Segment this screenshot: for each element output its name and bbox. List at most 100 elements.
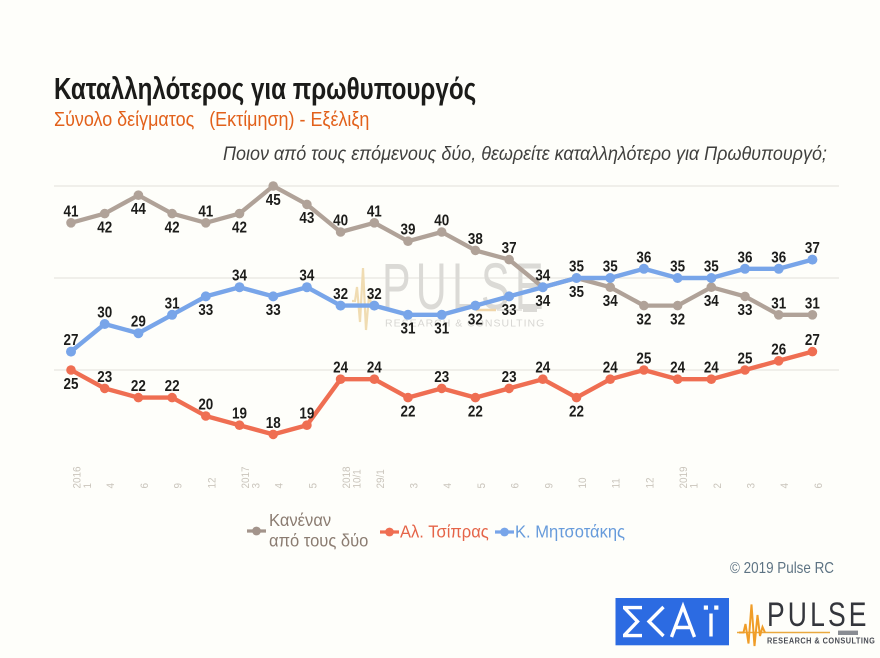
svg-text:Κ. Μητσοτάκης: Κ. Μητσοτάκης: [515, 521, 625, 542]
svg-text:24: 24: [603, 360, 619, 377]
svg-text:2: 2: [712, 483, 724, 489]
svg-text:22: 22: [468, 403, 483, 420]
svg-text:22: 22: [569, 403, 584, 420]
svg-text:32: 32: [670, 311, 685, 328]
svg-text:40: 40: [333, 213, 348, 230]
svg-text:4: 4: [274, 483, 286, 489]
svg-text:36: 36: [636, 249, 651, 266]
svg-text:12: 12: [207, 477, 219, 488]
svg-text:34: 34: [299, 268, 315, 285]
svg-text:32: 32: [468, 311, 483, 328]
svg-text:34: 34: [232, 268, 248, 285]
svg-text:32: 32: [367, 286, 382, 303]
svg-text:9: 9: [544, 483, 556, 489]
svg-text:34: 34: [603, 293, 619, 310]
svg-text:24: 24: [333, 360, 349, 377]
svg-text:από τους δύο: από τους δύο: [269, 530, 368, 551]
svg-text:5: 5: [476, 483, 488, 489]
svg-text:33: 33: [502, 302, 517, 319]
svg-text:35: 35: [670, 259, 685, 276]
svg-text:Αλ. Τσίπρας: Αλ. Τσίπρας: [400, 521, 489, 542]
svg-text:42: 42: [232, 219, 247, 236]
svg-text:19: 19: [232, 406, 247, 423]
svg-text:32: 32: [636, 311, 651, 328]
svg-text:25: 25: [636, 351, 651, 368]
svg-text:36: 36: [771, 249, 786, 266]
svg-text:24: 24: [704, 360, 720, 377]
svg-text:10: 10: [578, 477, 590, 488]
svg-text:6: 6: [510, 483, 522, 489]
svg-text:6: 6: [139, 483, 151, 489]
svg-text:24: 24: [670, 360, 686, 377]
svg-text:© 2019 Pulse RC: © 2019 Pulse RC: [730, 560, 834, 577]
svg-text:20: 20: [198, 397, 213, 414]
svg-text:32: 32: [333, 286, 348, 303]
svg-text:Κανέναν: Κανέναν: [269, 509, 331, 530]
svg-text:33: 33: [198, 302, 213, 319]
svg-text:41: 41: [198, 203, 213, 220]
svg-text:37: 37: [805, 240, 820, 257]
svg-text:33: 33: [738, 302, 753, 319]
svg-text:2016: 2016: [72, 466, 84, 488]
svg-text:RESEARCH & CONSULTING: RESEARCH & CONSULTING: [385, 318, 545, 330]
svg-text:38: 38: [468, 231, 483, 248]
svg-text:39: 39: [401, 222, 416, 239]
svg-text:4: 4: [106, 483, 118, 489]
svg-text:27: 27: [805, 332, 820, 349]
svg-text:3: 3: [251, 483, 263, 489]
svg-text:24: 24: [535, 360, 551, 377]
svg-text:19: 19: [299, 406, 314, 423]
svg-text:31: 31: [771, 295, 786, 312]
svg-text:31: 31: [165, 295, 180, 312]
svg-text:43: 43: [299, 210, 314, 227]
svg-text:23: 23: [502, 369, 517, 386]
svg-text:4: 4: [443, 483, 455, 489]
svg-text:31: 31: [805, 295, 820, 312]
svg-text:41: 41: [64, 203, 79, 220]
svg-text:30: 30: [97, 305, 112, 322]
svg-text:29: 29: [131, 314, 146, 331]
svg-text:31: 31: [401, 321, 416, 338]
svg-text:34: 34: [704, 293, 720, 310]
svg-text:33: 33: [266, 302, 281, 319]
svg-text:41: 41: [367, 203, 382, 220]
svg-text:1: 1: [689, 483, 701, 489]
svg-text:35: 35: [569, 284, 584, 301]
svg-text:26: 26: [771, 341, 786, 358]
svg-text:25: 25: [738, 351, 753, 368]
svg-text:6: 6: [813, 483, 825, 489]
svg-text:29/1: 29/1: [375, 469, 387, 488]
svg-text:27: 27: [64, 332, 79, 349]
svg-text:23: 23: [97, 369, 112, 386]
svg-text:25: 25: [64, 376, 79, 393]
svg-text:1: 1: [83, 483, 95, 489]
svg-text:2019: 2019: [679, 466, 691, 488]
svg-text:22: 22: [165, 378, 180, 395]
svg-text:11: 11: [611, 478, 623, 488]
svg-text:40: 40: [434, 213, 449, 230]
svg-text:9: 9: [173, 483, 185, 489]
svg-text:42: 42: [97, 219, 112, 236]
svg-text:24: 24: [367, 360, 383, 377]
svg-text:22: 22: [131, 378, 146, 395]
svg-text:44: 44: [131, 201, 147, 218]
svg-text:22: 22: [401, 403, 416, 420]
svg-text:2017: 2017: [241, 466, 253, 488]
svg-text:4: 4: [780, 483, 792, 489]
svg-text:37: 37: [502, 240, 517, 257]
svg-text:2018: 2018: [342, 466, 354, 488]
svg-text:34: 34: [535, 293, 551, 310]
svg-text:35: 35: [569, 259, 584, 276]
svg-text:18: 18: [266, 415, 281, 432]
svg-text:34: 34: [535, 268, 551, 285]
svg-text:3: 3: [746, 483, 758, 489]
svg-text:10/1: 10/1: [352, 469, 364, 488]
svg-text:42: 42: [165, 219, 180, 236]
svg-text:RESEARCH & CONSULTING: RESEARCH & CONSULTING: [767, 636, 875, 645]
svg-text:31: 31: [434, 321, 449, 338]
svg-text:45: 45: [266, 192, 281, 209]
svg-text:23: 23: [434, 369, 449, 386]
svg-text:5: 5: [308, 483, 320, 489]
svg-text:35: 35: [603, 259, 618, 276]
svg-text:35: 35: [704, 259, 719, 276]
